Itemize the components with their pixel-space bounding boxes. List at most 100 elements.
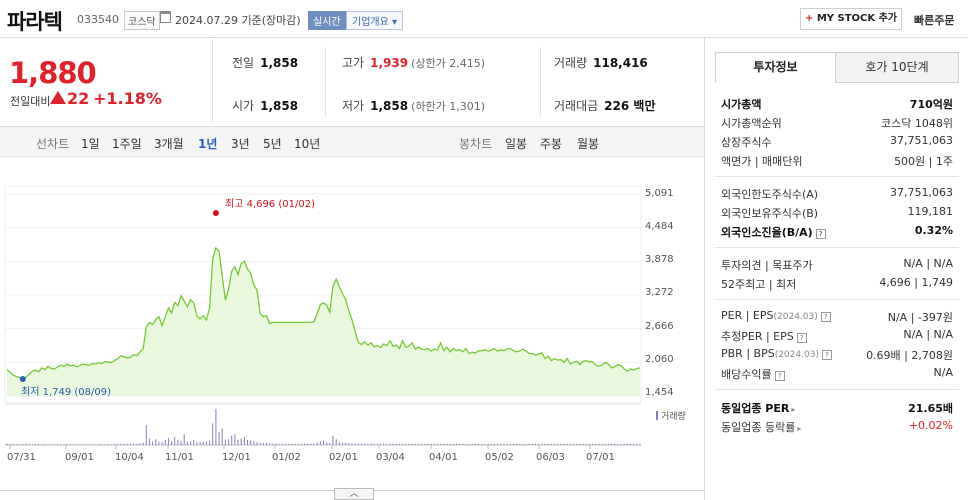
- x-tick: 05/02: [485, 452, 514, 463]
- info-value: 37,751,063: [890, 134, 953, 147]
- tab-daily[interactable]: 일봉: [505, 137, 528, 151]
- tab-1w[interactable]: 1주일: [112, 137, 142, 151]
- y-tick: 2,060: [645, 354, 674, 365]
- price-box: 1,880 전일대비 22 +1.18%: [0, 39, 213, 123]
- info-value: +0.02%: [908, 419, 953, 432]
- price-chart: 5,091 4,484 3,878 3,272 2,666 2,060 1,45…: [0, 158, 704, 490]
- y-tick: 3,878: [645, 254, 674, 265]
- info-label-date: (2024.03): [774, 350, 819, 360]
- x-tick: 10/04: [115, 452, 144, 463]
- y-tick: 2,666: [645, 321, 674, 332]
- info-label: PBR | BPS(2024.03)?: [721, 347, 832, 360]
- x-tick: 07/31: [7, 452, 36, 463]
- info-label: 52주최고 | 최저: [721, 278, 797, 291]
- info-value: 코스닥 1048위: [881, 117, 953, 130]
- high-annotation: 최고 4,696 (01/02): [225, 199, 316, 210]
- tab-weekly[interactable]: 주봉: [540, 137, 563, 151]
- stat-high: 고가 1,939 (상한가 2,415): [342, 54, 485, 71]
- info-label[interactable]: 동일업종 등락률 ▸: [721, 419, 801, 435]
- y-tick: 4,484: [645, 221, 674, 232]
- info-value: 37,751,063: [890, 186, 953, 199]
- info-label: 투자의견 | 목표주가: [721, 259, 813, 272]
- stock-code: 033540: [77, 13, 119, 26]
- x-tick: 11/01: [165, 452, 194, 463]
- stat-volume-value: 118,416: [593, 56, 648, 70]
- info-label-text: 배당수익률: [721, 368, 772, 381]
- info-value: 21.65배: [908, 402, 953, 415]
- info-label[interactable]: 동일업종 PER ▸: [721, 400, 795, 416]
- info-value: 0.32%: [914, 224, 953, 237]
- low-annotation: 최저 1,749 (08/09): [21, 387, 112, 398]
- info-value: N/A: [933, 366, 953, 379]
- info-label: 상장주식수: [721, 136, 772, 149]
- market-badge: 코스닥: [124, 11, 160, 30]
- stat-open: 시가 1,858: [232, 97, 298, 114]
- help-icon[interactable]: ?: [774, 371, 785, 381]
- info-label-text: PBR | BPS: [721, 347, 775, 360]
- x-tick: 02/01: [329, 452, 358, 463]
- tab-order-book[interactable]: 호가 10단계: [835, 52, 959, 83]
- divider: [715, 389, 959, 390]
- info-label: 시가총액: [721, 98, 762, 111]
- info-value: 0.69배 | 2,708원: [866, 349, 953, 362]
- add-mystock-button[interactable]: + MY STOCK 추가: [800, 8, 902, 30]
- stat-volume: 거래량 118,416: [554, 54, 648, 71]
- tab-3y[interactable]: 3년: [231, 137, 250, 151]
- help-icon[interactable]: ?: [796, 333, 807, 343]
- price-chart-svg: [4, 185, 642, 449]
- info-label-date: (2024.03): [773, 312, 818, 322]
- chevron-right-icon: ▸: [791, 405, 796, 414]
- info-label-text: 동일업종 PER: [721, 402, 790, 415]
- line-chart-label: 선차트: [36, 137, 70, 151]
- quote-date: 2024.07.29 기준(장마감): [175, 14, 301, 27]
- tab-1d[interactable]: 1일: [81, 137, 100, 151]
- tab-1y[interactable]: 1년: [198, 137, 218, 151]
- info-value: 500원 | 1주: [894, 155, 953, 168]
- price-change: 22: [67, 89, 90, 108]
- plot-frame: [4, 185, 642, 403]
- stat-high-value: 1,939: [370, 56, 409, 70]
- tab-5y[interactable]: 5년: [263, 137, 282, 151]
- info-label-text: 추정PER | EPS: [721, 330, 794, 343]
- y-tick: 1,454: [645, 387, 674, 398]
- info-label: 외국인한도주식수(A): [721, 188, 819, 201]
- info-label-text: PER | EPS: [721, 309, 774, 322]
- x-tick: 07/01: [586, 452, 615, 463]
- info-value: N/A | -397원: [887, 311, 953, 324]
- company-info-button[interactable]: 기업개요 ▾: [346, 11, 403, 30]
- collapse-chevron-icon[interactable]: ︿: [334, 488, 374, 500]
- divider: [715, 176, 959, 177]
- info-label: 시가총액순위: [721, 117, 782, 130]
- stat-prev: 전일 1,858: [232, 54, 298, 71]
- stat-low-label: 저가: [342, 99, 365, 113]
- investment-info-panel: 투자정보 호가 10단계 시가총액 710억원 시가총액순위 코스닥 1048위…: [704, 38, 968, 500]
- help-icon[interactable]: ?: [820, 312, 831, 322]
- stat-open-label: 시가: [232, 99, 255, 113]
- current-price: 1,880: [9, 56, 97, 90]
- stat-amount-label: 거래대금: [554, 99, 599, 113]
- help-icon[interactable]: ?: [815, 229, 826, 239]
- stat-low: 저가 1,858 (하한가 1,301): [342, 97, 485, 114]
- plus-icon: +: [804, 13, 814, 24]
- quote-stats: 전일 1,858 시가 1,858 고가 1,939 (상한가 2,415) 저가 1,8…: [214, 39, 704, 123]
- info-label: 배당수익률?: [721, 366, 785, 382]
- x-tick: 03/04: [376, 452, 405, 463]
- price-change-percent: +1.18%: [93, 89, 162, 108]
- add-mystock-label: MY STOCK 추가: [816, 13, 898, 24]
- help-icon[interactable]: ?: [821, 350, 832, 360]
- tab-10y[interactable]: 10년: [294, 137, 321, 151]
- tab-investment-info[interactable]: 투자정보: [715, 52, 836, 83]
- divider: [715, 247, 959, 248]
- info-label: 추정PER | EPS?: [721, 328, 807, 344]
- chevron-right-icon: ▸: [797, 424, 802, 433]
- high-marker: [212, 210, 219, 216]
- quick-order-button[interactable]: 빠른주문: [914, 14, 955, 27]
- tab-monthly[interactable]: 월봉: [577, 137, 600, 151]
- realtime-button[interactable]: 실시간: [308, 11, 346, 30]
- info-label: PER | EPS(2024.03)?: [721, 309, 831, 322]
- tab-3m[interactable]: 3개월: [154, 137, 184, 151]
- candle-chart-label: 봉차트: [459, 137, 493, 151]
- y-tick: 3,272: [645, 287, 674, 298]
- stat-amount-value: 226 백만: [604, 99, 656, 113]
